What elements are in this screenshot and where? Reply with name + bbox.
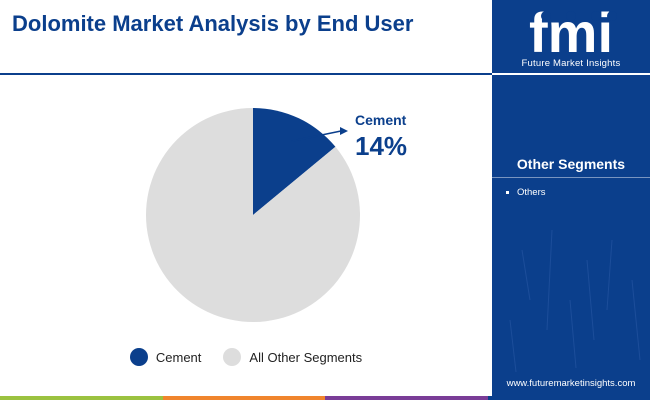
pie-chart: Cement 14%: [145, 108, 407, 322]
logo-tagline: Future Market Insights: [521, 58, 621, 69]
title-divider: [0, 73, 492, 75]
legend-item-other: All Other Segments: [223, 348, 362, 366]
sidebar-texture: [509, 229, 641, 373]
callout-arrow-icon: [340, 127, 348, 135]
legend-swatch-cement: [129, 348, 148, 366]
pie-slice-cement: [253, 108, 336, 215]
callout-line: [291, 130, 342, 142]
fmi-logo-icon: fmi: [529, 6, 617, 56]
callout-label: Cement: [355, 112, 407, 128]
bottom-bar-green: [0, 396, 163, 400]
legend-swatch-other: [223, 348, 242, 366]
other-segments-divider: [492, 177, 650, 178]
page-title: Dolomite Market Analysis by End User: [12, 11, 414, 36]
bottom-color-bar: [0, 396, 650, 400]
other-segments-list: Others: [506, 187, 546, 198]
chart-legend: Cement All Other Segments: [0, 346, 492, 368]
legend-item-cement: Cement: [129, 348, 202, 366]
legend-label-other: All Other Segments: [249, 349, 363, 365]
fmi-logo: fmi Future Market Insights: [492, 0, 650, 75]
sidebar-panel: fmi Future Market Insights Other Segment…: [492, 0, 650, 400]
bullet-icon: [506, 191, 509, 194]
segment-item-label: Others: [517, 187, 546, 198]
website-link[interactable]: www.futuremarketinsights.com: [506, 378, 636, 389]
bottom-bar-purple: [325, 396, 488, 400]
legend-label-cement: Cement: [155, 349, 202, 365]
segment-item: Others: [506, 187, 546, 198]
bottom-bar-orange: [162, 396, 325, 400]
other-segments-title: Other Segments: [516, 156, 626, 172]
bottom-bar-blue: [487, 396, 650, 400]
pie-slice-all-other-segments: [145, 108, 360, 322]
callout-value: 14%: [355, 131, 407, 161]
